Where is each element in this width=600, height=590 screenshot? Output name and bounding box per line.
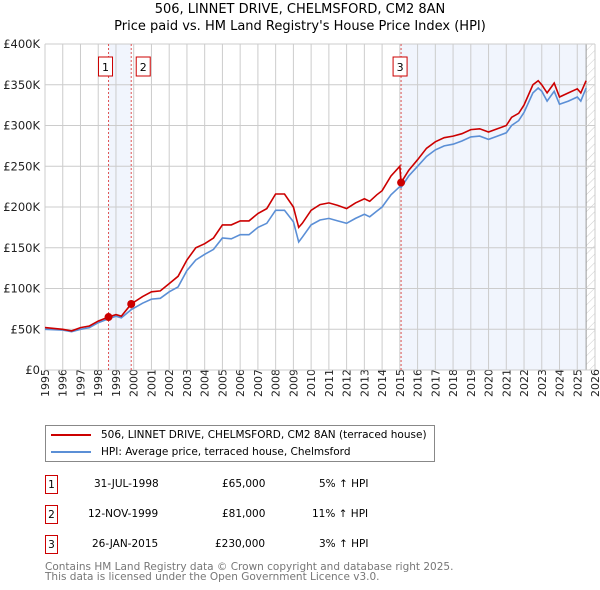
legend-label: HPI: Average price, terraced house, Chel… [101, 446, 351, 458]
transaction-hpi: 3% ↑ HPI [319, 538, 369, 550]
legend-item-property: 506, LINNET DRIVE, CHELMSFORD, CM2 8AN (… [51, 427, 427, 443]
x-tick-label: 2012 [341, 369, 354, 397]
transaction-date: 31-JUL-1998 [94, 478, 159, 490]
footer-copyright: Contains HM Land Registry data © Crown c… [45, 561, 454, 573]
y-tick-label: £250K [3, 159, 40, 173]
sale-label-frame [392, 56, 408, 77]
x-tick-label: 2000 [128, 369, 141, 397]
x-tick-label: 2008 [270, 369, 283, 397]
legend-swatch-hpi [51, 451, 91, 453]
property-price-line [44, 79, 587, 332]
x-tick-label: 2014 [376, 369, 389, 397]
sale-label-number: 3 [397, 61, 404, 74]
sale-label-box: 3 [392, 56, 408, 77]
sale-label-frame [98, 56, 114, 77]
transaction-row: 3 26-JAN-2015 £230,000 3% ↑ HPI [45, 535, 445, 555]
transaction-hpi: 11% ↑ HPI [312, 508, 369, 520]
transaction-number: 1 [45, 475, 58, 494]
x-tick-label: 2019 [465, 369, 478, 397]
footer-licence: This data is licensed under the Open Gov… [45, 571, 380, 583]
transaction-row: 1 31-JUL-1998 £65,000 5% ↑ HPI [45, 475, 445, 495]
x-tick-label: 2006 [234, 369, 247, 397]
x-tick-label: 2009 [287, 369, 300, 397]
transaction-price: £65,000 [222, 478, 266, 490]
y-tick-label: £0 [25, 363, 40, 377]
chart-title: 506, LINNET DRIVE, CHELMSFORD, CM2 8AN [154, 2, 446, 17]
chart-subtitle: Price paid vs. HM Land Registry's House … [114, 19, 486, 34]
price-chart: 1995 1996 1997 1998 1999 2000 2001 2002 2003 2004… [3, 37, 600, 397]
sale-label-number: 1 [102, 61, 109, 74]
transaction-date: 26-JAN-2015 [92, 538, 159, 550]
y-tick-label: £400K [3, 37, 40, 51]
transaction-number: 2 [45, 505, 58, 524]
x-tick-label: 2002 [163, 369, 176, 397]
sale-label-number: 2 [140, 61, 147, 74]
x-tick-label: 2010 [305, 369, 318, 397]
sale-label-box: 2 [135, 56, 151, 77]
y-tick-label: £300K [3, 119, 40, 133]
legend-swatch-property [51, 434, 91, 436]
x-tick-label: 1999 [110, 369, 123, 397]
x-tick-label: 1998 [92, 369, 105, 397]
sale-point [397, 178, 406, 187]
sale-point [127, 299, 136, 308]
x-tick-label: 2015 [394, 369, 407, 397]
transaction-date: 12-NOV-1999 [88, 508, 159, 520]
x-tick-label: 2003 [181, 369, 194, 397]
x-tick-label: 2011 [323, 369, 336, 397]
x-tick-label: 2026 [589, 369, 600, 397]
transaction-row: 2 12-NOV-1999 £81,000 11% ↑ HPI [45, 505, 445, 525]
x-tick-label: 2023 [536, 369, 549, 397]
transaction-price: £230,000 [215, 538, 266, 550]
y-tick-label: £50K [11, 322, 41, 336]
transaction-number: 3 [45, 535, 58, 554]
legend-item-hpi: HPI: Average price, terraced house, Chel… [51, 444, 350, 460]
transaction-price: £81,000 [222, 508, 266, 520]
sale-point [104, 313, 113, 322]
legend: 506, LINNET DRIVE, CHELMSFORD, CM2 8AN (… [45, 425, 435, 462]
sale-label-frame [135, 56, 151, 77]
x-tick-label: 2016 [412, 369, 425, 397]
y-tick-label: £200K [3, 200, 40, 214]
x-tick-label: 2021 [500, 369, 513, 397]
x-tick-label: 1995 [39, 369, 52, 397]
x-tick-label: 2018 [447, 369, 460, 397]
x-tick-label: 2020 [483, 369, 496, 397]
x-tick-label: 1996 [57, 369, 70, 397]
x-tick-label: 2013 [358, 369, 371, 397]
x-tick-label: 2001 [145, 369, 158, 397]
x-tick-label: 1997 [74, 369, 87, 397]
x-tick-label: 2025 [571, 369, 584, 397]
y-tick-label: £100K [3, 282, 40, 296]
hpi-line [44, 86, 587, 333]
x-tick-label: 2007 [252, 369, 265, 397]
sale-label-box: 1 [98, 56, 114, 77]
y-tick-label: £150K [3, 241, 40, 255]
legend-label: 506, LINNET DRIVE, CHELMSFORD, CM2 8AN (… [101, 429, 427, 441]
x-tick-label: 2005 [216, 369, 229, 397]
x-tick-label: 2022 [518, 369, 531, 397]
y-tick-label: £350K [3, 78, 40, 92]
x-tick-label: 2017 [429, 369, 442, 397]
x-tick-label: 2004 [199, 369, 212, 397]
transaction-hpi: 5% ↑ HPI [319, 478, 369, 490]
x-tick-label: 2024 [554, 369, 567, 397]
